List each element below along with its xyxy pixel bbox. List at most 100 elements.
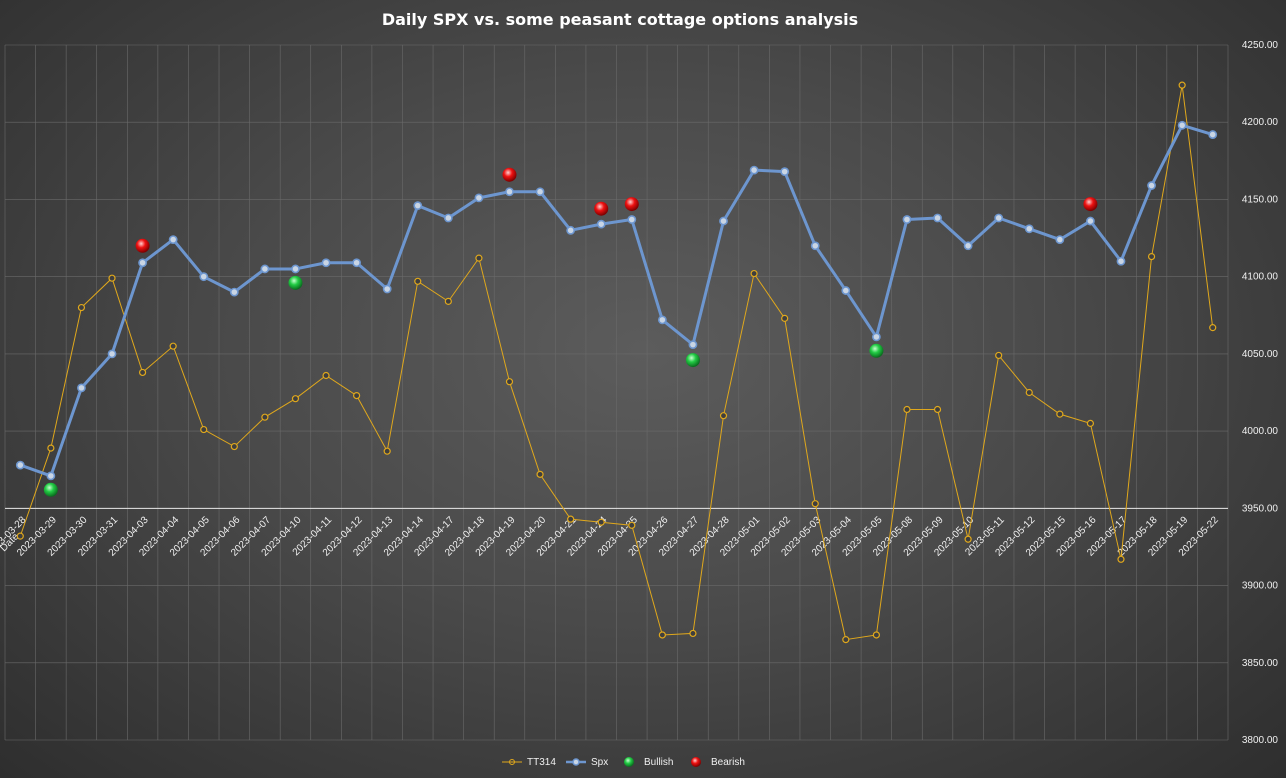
legend-label: Bearish	[711, 757, 745, 768]
point-tt314	[995, 351, 1003, 360]
legend-item-tt314: TT314	[502, 757, 556, 768]
point-tt314	[291, 395, 300, 403]
point-spx	[719, 216, 728, 226]
y-tick-label: 4250.00	[1242, 40, 1279, 51]
legend-label: Bullish	[644, 757, 673, 768]
legend-spx-symbol	[572, 758, 580, 766]
point-tt314	[811, 500, 819, 508]
y-tick-label: 4100.00	[1242, 272, 1279, 283]
point-spx	[994, 213, 1004, 223]
point-tt314	[842, 636, 850, 644]
point-tt314	[444, 297, 452, 305]
marker-bearish	[135, 238, 150, 253]
point-spx	[810, 241, 820, 251]
point-spx	[1177, 120, 1187, 130]
point-tt314	[658, 631, 666, 639]
marker-bearish	[1083, 197, 1098, 212]
point-tt314	[1025, 388, 1033, 397]
point-spx	[382, 284, 392, 294]
point-tt314	[108, 274, 116, 282]
point-tt314	[414, 277, 422, 285]
point-spx	[77, 383, 86, 393]
point-tt314	[1178, 81, 1186, 89]
grid	[4, 44, 1229, 741]
point-tt314	[750, 269, 758, 278]
point-tt314	[903, 405, 911, 414]
marker-bearish	[502, 167, 517, 182]
point-spx	[260, 264, 270, 274]
point-tt314	[230, 442, 238, 451]
point-tt314	[1147, 252, 1156, 261]
point-tt314	[781, 314, 789, 322]
y-tick-label: 3850.00	[1242, 658, 1279, 669]
point-spx	[1116, 256, 1126, 266]
legend-item-bullish: Bullish	[624, 757, 673, 768]
point-spx	[505, 187, 514, 197]
point-tt314	[933, 405, 942, 414]
point-spx	[1086, 216, 1095, 226]
point-spx	[443, 213, 453, 223]
point-spx	[1147, 181, 1156, 190]
legend-label: TT314	[527, 757, 556, 768]
x-axis-ticks: 2023-03-282023-03-292023-03-302023-03-31…	[0, 514, 1221, 558]
point-spx	[902, 215, 912, 224]
point-spx	[566, 225, 576, 235]
point-spx	[321, 258, 331, 268]
point-tt314	[475, 254, 483, 262]
point-spx	[1208, 130, 1218, 139]
y-tick-label: 3950.00	[1242, 503, 1279, 514]
legend-bullish-symbol	[624, 757, 634, 767]
point-spx	[841, 286, 851, 295]
point-spx	[291, 264, 300, 274]
point-spx	[1055, 235, 1065, 244]
point-spx	[933, 213, 942, 223]
point-tt314	[77, 303, 86, 312]
point-tt314	[567, 515, 575, 523]
y-tick-label: 4150.00	[1242, 194, 1279, 205]
point-spx	[168, 235, 178, 244]
y-tick-label: 3800.00	[1242, 735, 1279, 746]
point-tt314	[353, 391, 361, 400]
point-spx	[657, 315, 667, 325]
point-tt314	[47, 444, 55, 452]
series-line-spx	[19, 123, 1214, 478]
point-tt314	[628, 521, 636, 529]
legend: TT314 Spx Bullish Bearish	[502, 757, 745, 768]
point-tt314	[261, 413, 269, 421]
marker-bullish	[869, 343, 884, 358]
y-tick-label: 3900.00	[1242, 581, 1279, 592]
y-axis-ticks: 3800.00 3850.00 3900.00 3950.00 4000.00 4050.…	[1242, 40, 1279, 746]
point-tt314	[1086, 419, 1095, 427]
point-tt314	[138, 368, 147, 377]
point-tt314	[16, 532, 24, 540]
point-spx	[107, 349, 117, 359]
point-tt314	[872, 631, 880, 639]
point-spx	[15, 460, 25, 470]
point-tt314	[1117, 555, 1125, 563]
series-line-tt314	[19, 85, 1214, 641]
point-tt314	[719, 412, 728, 420]
point-tt314	[322, 371, 330, 380]
point-spx	[1024, 224, 1034, 234]
legend-label: Spx	[591, 757, 608, 768]
point-spx	[474, 193, 484, 203]
marker-bullish	[43, 482, 58, 497]
marker-bullish	[288, 275, 303, 290]
point-spx	[688, 340, 698, 350]
point-tt314	[1056, 410, 1064, 418]
point-tt314	[200, 425, 208, 434]
point-spx	[138, 258, 147, 268]
point-spx	[352, 258, 362, 268]
y-tick-label: 4050.00	[1242, 349, 1279, 360]
point-tt314	[536, 470, 544, 478]
marker-bullish	[685, 353, 700, 368]
point-tt314	[689, 629, 697, 638]
point-spx	[413, 201, 423, 211]
point-tt314	[1209, 324, 1217, 332]
marker-bearish	[624, 197, 639, 212]
point-spx	[229, 287, 239, 297]
point-tt314	[383, 447, 391, 455]
y-tick-label: 4000.00	[1242, 426, 1279, 437]
